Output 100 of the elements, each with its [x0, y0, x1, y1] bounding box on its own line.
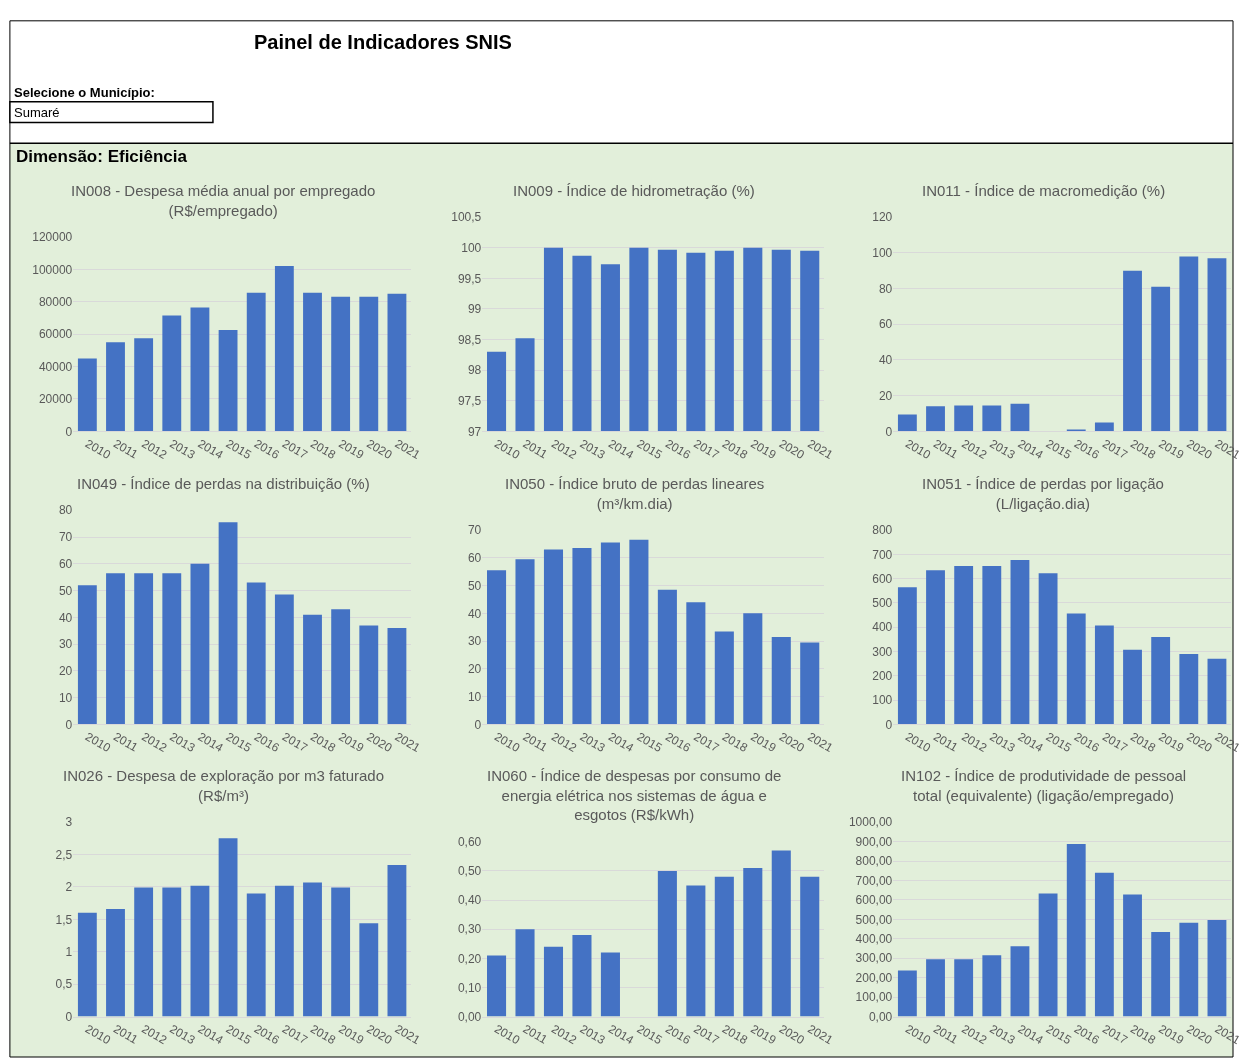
- y-tick-label: 0,00: [457, 1009, 482, 1024]
- bar: [1179, 256, 1199, 432]
- bar: [1151, 286, 1171, 432]
- bar: [954, 405, 974, 432]
- text: Dimensão: Eficiência: [16, 147, 188, 166]
- y-tick-label: 0,20: [457, 951, 482, 966]
- x-tick-label: 2018: [719, 1021, 751, 1048]
- y-tick-label: 40: [58, 610, 73, 625]
- y-tick-label: 50: [467, 578, 482, 593]
- x-tick-label: 2017: [691, 1021, 722, 1048]
- bar: [982, 955, 1002, 1017]
- x-tick-label: 2019: [748, 1021, 779, 1048]
- y-tick-label: 0: [885, 717, 893, 732]
- x-tick-label: 2014: [195, 1021, 226, 1048]
- x-tick-label: 2011: [520, 729, 551, 755]
- x-tick-label: 2012: [139, 1021, 170, 1048]
- bar: [274, 266, 294, 432]
- x-tick-label: 2010: [492, 729, 523, 756]
- bar: [162, 315, 182, 432]
- bar: [1094, 872, 1114, 1017]
- y-tick-label: 80000: [38, 294, 73, 309]
- x-tick-label: 2013: [987, 729, 1018, 756]
- y-tick-label: 600: [872, 571, 893, 586]
- x-tick-label: 2012: [548, 729, 580, 756]
- bar: [1010, 403, 1030, 432]
- y-tick-label: 200: [872, 669, 893, 684]
- chart-title: IN009 - Índice de hidrometração (%): [513, 182, 755, 199]
- y-tick-label: 10: [58, 690, 73, 705]
- x-tick-label: 2014: [1015, 436, 1046, 463]
- bar: [926, 406, 945, 432]
- bar: [600, 952, 620, 1017]
- bar: [1123, 270, 1142, 432]
- x-tick-label: 2015: [223, 436, 254, 463]
- y-tick-label: 0: [65, 1009, 73, 1024]
- x-tick-label: 2013: [577, 729, 608, 756]
- x-tick-label: 2010: [82, 1021, 114, 1048]
- y-tick-label: 400: [872, 620, 893, 635]
- x-tick-label: 2010: [82, 436, 114, 463]
- y-tick-label: 0,60: [457, 835, 482, 850]
- x-tick-label: 2013: [987, 1021, 1018, 1048]
- x-tick-label: 2014: [195, 729, 226, 756]
- bar: [982, 405, 1002, 432]
- bar: [246, 893, 266, 1017]
- bar: [600, 542, 620, 725]
- x-tick-label: 2017: [691, 436, 722, 463]
- x-tick-label: 2017: [691, 729, 722, 756]
- bar: [77, 585, 97, 725]
- x-tick-label: 2012: [139, 436, 170, 463]
- y-tick-label: 0,40: [457, 893, 482, 908]
- chart-title: IN026 - Despesa de exploração por m3 faturado (R$/m³): [63, 767, 385, 804]
- y-tick-label: 100000: [32, 262, 73, 277]
- x-tick-label: 2015: [223, 729, 254, 756]
- x-tick-label: 2012: [959, 436, 990, 463]
- y-tick-label: 98: [467, 363, 482, 378]
- bar: [331, 296, 351, 432]
- x-tick-label: 2013: [167, 1021, 198, 1048]
- y-tick-label: 0,00: [868, 1009, 893, 1024]
- x-tick-label: 2021: [805, 436, 836, 463]
- x-tick-label: 2019: [336, 436, 367, 463]
- x-tick-label: 2018: [308, 436, 339, 463]
- bar: [954, 959, 974, 1017]
- bar: [743, 868, 763, 1017]
- bar: [359, 923, 379, 1017]
- y-tick-label: 98,5: [457, 332, 482, 347]
- bar: [926, 959, 945, 1017]
- y-tick-label: 800,00: [855, 854, 893, 869]
- bar: [572, 548, 592, 725]
- x-tick-label: 2011: [931, 729, 961, 755]
- x-tick-label: 2015: [1043, 436, 1074, 463]
- y-tick-label: 900,00: [855, 834, 893, 849]
- text: Selecione o Município:: [14, 85, 155, 100]
- bar: [1066, 613, 1086, 725]
- y-tick-label: 97,5: [457, 393, 482, 408]
- y-tick-label: 0: [885, 424, 893, 439]
- x-tick-label: 2021: [392, 1021, 423, 1048]
- x-tick-label: 2011: [931, 436, 961, 462]
- y-tick-label: 60: [467, 551, 482, 565]
- x-tick-label: 2020: [776, 1021, 808, 1048]
- bar: [106, 908, 125, 1017]
- x-tick-label: 2021: [1212, 436, 1243, 463]
- x-tick-label: 2020: [364, 436, 395, 463]
- x-tick-label: 2010: [902, 729, 934, 756]
- bar: [487, 570, 507, 725]
- x-tick-label: 2018: [719, 436, 751, 463]
- x-tick-label: 2019: [1156, 729, 1187, 756]
- y-tick-label: 1,5: [55, 912, 73, 927]
- x-tick-label: 2015: [634, 729, 665, 756]
- y-tick-label: 30: [467, 634, 482, 649]
- x-tick-label: 2019: [748, 436, 779, 463]
- y-tick-label: 20: [467, 662, 482, 677]
- y-tick-label: 60: [58, 557, 73, 572]
- bar: [387, 864, 407, 1017]
- bar: [303, 292, 322, 432]
- bar: [106, 342, 125, 432]
- x-tick-label: 2020: [364, 729, 395, 756]
- x-tick-label: 2019: [1156, 436, 1187, 463]
- bar: [77, 912, 97, 1017]
- bar: [218, 838, 238, 1017]
- bar: [246, 582, 266, 725]
- x-tick-label: 2014: [605, 436, 637, 463]
